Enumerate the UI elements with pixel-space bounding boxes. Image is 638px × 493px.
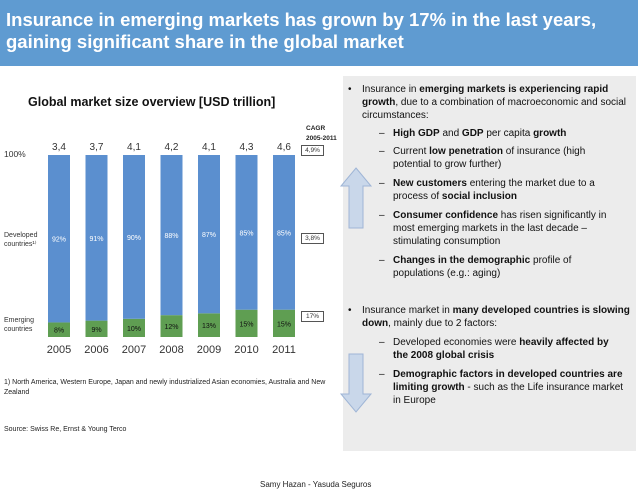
bullet-developed-slowdown: Insurance market in many developed count… <box>362 305 630 329</box>
developed-label-2006: 91% <box>89 236 103 243</box>
developed-bar-2010 <box>235 155 258 310</box>
footer-author: Samy Hazan - Yasuda Seguros <box>260 480 372 489</box>
developed-bar-2008 <box>160 155 183 316</box>
dash-marker: – <box>379 178 385 189</box>
emerging-label-2005: 8% <box>54 328 64 335</box>
cagr-title: CAGR <box>306 125 326 132</box>
developed-label-2009: 87% <box>202 232 216 239</box>
dash-marker: – <box>379 210 385 221</box>
emerging-bar-2006 <box>85 320 108 337</box>
dash-marker: – <box>379 146 385 157</box>
emerging-label-2006: 9% <box>91 327 101 334</box>
emerging-bar-2007 <box>123 318 145 337</box>
developed-label-2007: 90% <box>127 235 141 242</box>
developed-label-2010: 85% <box>239 230 253 237</box>
up-arrow-icon <box>339 167 373 229</box>
bullet-dot: • <box>348 84 352 95</box>
x-tick-2010: 2010 <box>234 344 258 355</box>
developed-bar-2005 <box>48 155 70 323</box>
developed-bar-2011 <box>273 155 295 310</box>
emerging-label-2011: 15% <box>277 321 291 328</box>
x-tick-2011: 2011 <box>272 344 296 355</box>
emerging-bar-2008 <box>160 315 183 337</box>
total-label-2010: 4,3 <box>240 142 254 153</box>
total-label-2006: 3,7 <box>90 142 104 153</box>
bullet-dot: • <box>348 305 352 316</box>
sub-bullet-consumer-confidence: Consumer confidence has risen significan… <box>393 210 607 247</box>
total-label-2005: 3,4 <box>52 142 66 153</box>
down-arrow-icon <box>339 353 373 413</box>
y-axis-top-label: 100% <box>4 149 26 159</box>
cagr-period: 2005-2011 <box>306 135 337 142</box>
developed-label-2011: 85% <box>277 230 291 237</box>
emerging-label-2007: 10% <box>127 326 141 333</box>
bar-chart: 3,4 92% 8% 2005 3,7 91% 9% 2006 4,1 90% 10% 2007 4,2… <box>47 142 296 355</box>
x-tick-2007: 2007 <box>122 344 146 355</box>
cagr-developed-badge: 3,8% <box>301 233 324 244</box>
total-label-2011: 4,6 <box>277 142 291 153</box>
cagr-header: CAGR 2005-2011 <box>306 124 337 144</box>
dash-marker: – <box>379 255 385 266</box>
dash-marker: – <box>379 369 385 380</box>
emerging-label-2008: 12% <box>164 324 178 331</box>
chart-title: Global market size overview [USD trillio… <box>28 95 276 109</box>
developed-bar-2007 <box>123 155 145 319</box>
source-note: Source: Swiss Re, Ernst & Young Terco <box>4 426 127 433</box>
total-label-2008: 4,2 <box>165 142 179 153</box>
sub-bullet-crisis: Developed economies were heavily affecte… <box>393 337 609 361</box>
footnote: 1) North America, Western Europe, Japan … <box>4 379 326 396</box>
emerging-bar-2011 <box>273 309 295 337</box>
emerging-bar-2010 <box>235 309 258 337</box>
total-label-2009: 4,1 <box>202 142 216 153</box>
title-banner: Insurance in emerging markets has grown … <box>0 0 638 66</box>
x-tick-2008: 2008 <box>159 344 183 355</box>
dash-marker: – <box>379 337 385 348</box>
developed-series-label: Developed countries¹⁾ <box>4 232 38 248</box>
dash-marker: – <box>379 128 385 139</box>
developed-bar-2006 <box>85 155 108 321</box>
emerging-label-2010: 15% <box>239 321 253 328</box>
sub-bullet-demographic: Changes in the demographic profile of po… <box>393 255 572 279</box>
bullet-emerging-growth: Insurance in emerging markets is experie… <box>362 84 627 121</box>
sub-bullet-demographic-limits: Demographic factors in developed countri… <box>393 369 624 406</box>
sub-bullet-new-customers: New customers entering the market due to… <box>393 178 595 202</box>
insights-panel <box>343 76 636 451</box>
cagr-total-badge: 4,9% <box>301 145 324 156</box>
total-label-2007: 4,1 <box>127 142 141 153</box>
emerging-bar-2005 <box>48 322 70 337</box>
emerging-bar-2009 <box>198 313 220 337</box>
x-tick-2005: 2005 <box>47 344 71 355</box>
x-tick-2009: 2009 <box>197 344 221 355</box>
emerging-label-2009: 13% <box>202 323 216 330</box>
sub-bullet-gdp: High GDP and GDP per capita growth <box>393 128 567 139</box>
x-tick-2006: 2006 <box>84 344 108 355</box>
title-line-1: Insurance in emerging markets has grown … <box>6 9 597 30</box>
developed-bar-2009 <box>198 155 220 314</box>
title-line-2: gaining significant share in the global … <box>6 31 404 52</box>
emerging-series-label: Emerging countries <box>4 317 34 333</box>
sub-bullet-penetration: Current low penetration of insurance (hi… <box>393 146 586 170</box>
developed-label-2005: 92% <box>52 237 66 244</box>
developed-label-2008: 88% <box>164 233 178 240</box>
cagr-emerging-badge: 17% <box>301 311 324 322</box>
